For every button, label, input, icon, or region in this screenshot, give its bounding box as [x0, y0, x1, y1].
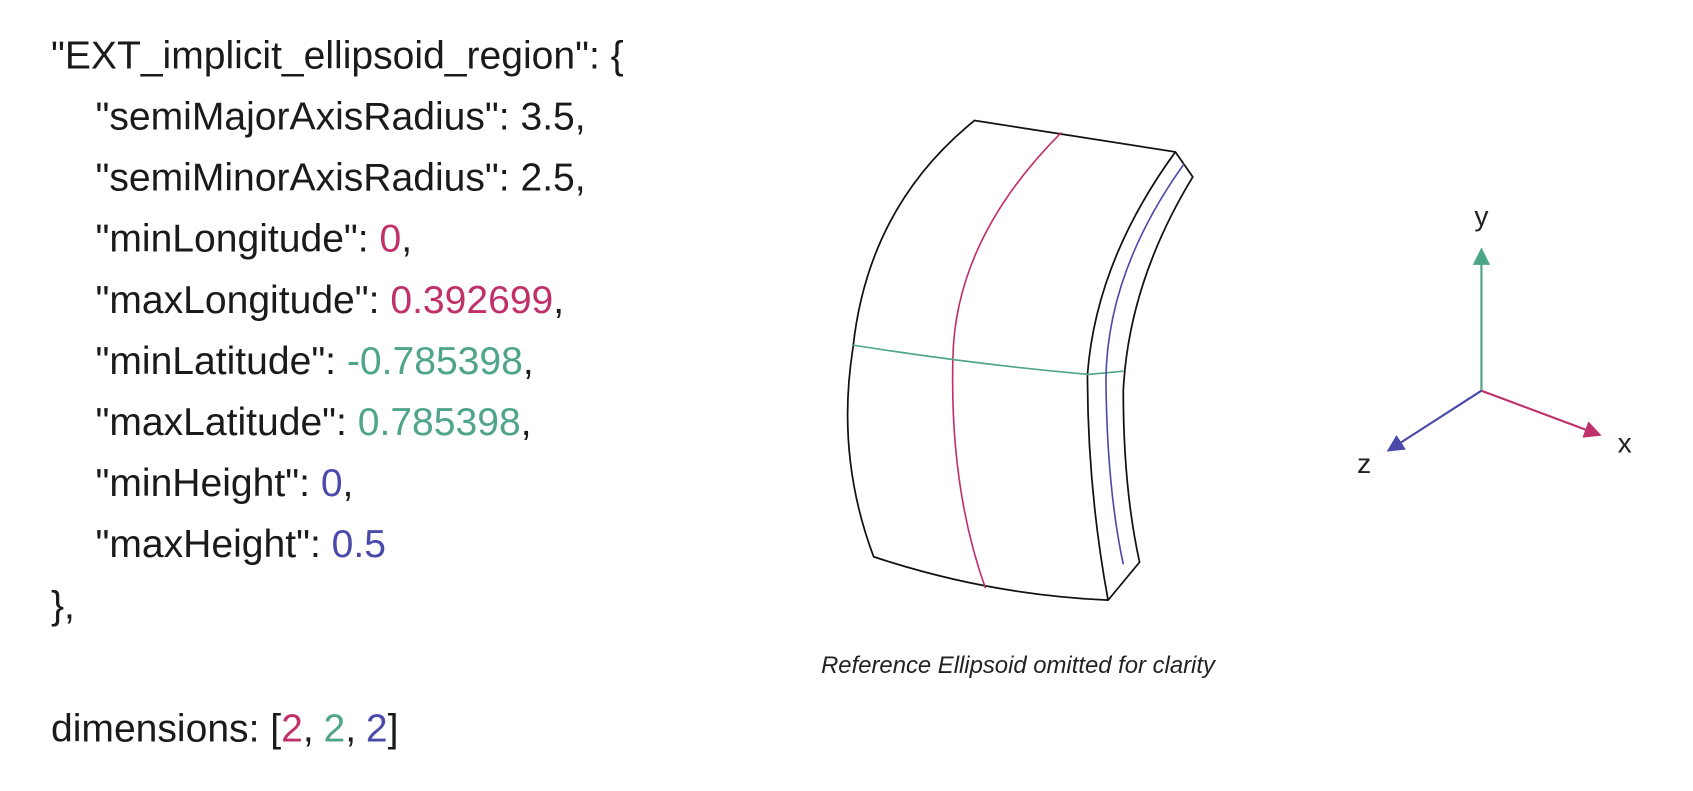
code-line: "minLatitude": -0.785398,	[96, 340, 534, 383]
separator: ,	[523, 340, 534, 383]
caption: Reference Ellipsoid omitted for clarity	[821, 652, 1217, 679]
code-open: "EXT_implicit_ellipsoid_region": {	[51, 34, 624, 77]
separator: ,	[345, 707, 356, 750]
property-value: 0.785398	[358, 401, 521, 444]
code-line: "minHeight": 0,	[96, 462, 354, 505]
separator: ,	[553, 279, 564, 322]
ellipsoid-region-shape	[846, 119, 1194, 602]
separator: ,	[575, 157, 586, 200]
property-key: "minLatitude":	[96, 340, 337, 383]
property-value: 0.392699	[390, 279, 553, 322]
code-line: "semiMajorAxisRadius": 3.5,	[96, 95, 586, 138]
separator: ,	[521, 401, 532, 444]
separator: ,	[303, 707, 314, 750]
axes-gizmo: y x z	[1357, 200, 1632, 479]
code-close: },	[51, 584, 75, 627]
separator: ,	[401, 218, 412, 261]
code-line: "minLongitude": 0,	[96, 218, 413, 261]
code-line: "maxHeight": 0.5	[96, 523, 386, 566]
code-line: "semiMinorAxisRadius": 2.5,	[96, 157, 586, 200]
separator: ,	[575, 95, 586, 138]
dimension-value: 2	[281, 707, 303, 750]
property-key: "minLongitude":	[96, 218, 369, 261]
property-value: 0	[321, 462, 343, 505]
property-value: 2.5	[520, 157, 574, 200]
property-key: "maxHeight":	[96, 523, 321, 566]
property-key: "semiMajorAxisRadius":	[96, 95, 510, 138]
dimension-value: 2	[366, 707, 388, 750]
code-line: "maxLatitude": 0.785398,	[96, 401, 532, 444]
property-key: "minHeight":	[96, 462, 310, 505]
property-value: -0.785398	[347, 340, 523, 383]
dimensions-suffix: ]	[388, 707, 399, 750]
dimensions-prefix: dimensions: [	[51, 707, 281, 750]
axis-label-x: x	[1618, 427, 1632, 459]
axis-label-y: y	[1474, 200, 1489, 232]
property-key: "semiMinorAxisRadius":	[96, 157, 510, 200]
property-key: "maxLatitude":	[96, 401, 347, 444]
property-value: 3.5	[520, 95, 574, 138]
code-line: "maxLongitude": 0.392699,	[96, 279, 565, 322]
code-line: "EXT_implicit_ellipsoid_region": {	[51, 34, 624, 77]
property-key: "maxLongitude":	[96, 279, 380, 322]
dimension-value: 2	[324, 707, 346, 750]
property-value: 0.5	[332, 523, 386, 566]
separator: ,	[343, 462, 354, 505]
code-line: },	[51, 584, 75, 627]
axis-label-z: z	[1357, 447, 1371, 479]
code-line: dimensions: [2, 2, 2]	[51, 707, 398, 750]
property-value: 0	[380, 218, 402, 261]
